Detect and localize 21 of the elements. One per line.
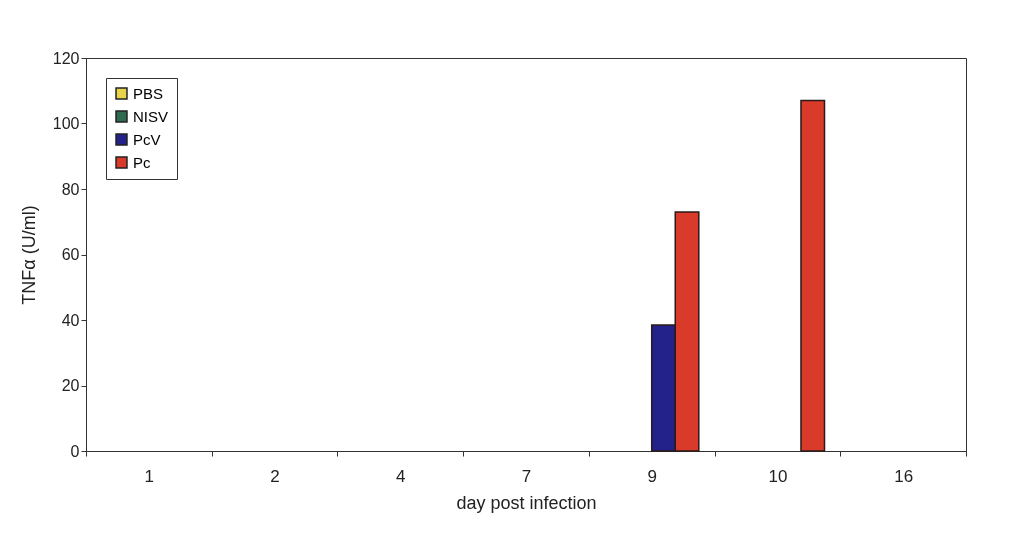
y-tick-label: 100 [52,115,80,132]
y-tick-label: 0 [70,442,80,460]
x-tick-label: 16 [894,466,914,486]
y-tick-label: 120 [52,49,80,67]
x-tick-label: 2 [270,466,280,486]
x-tick-label: 10 [768,466,788,486]
y-tick-label: 80 [61,180,80,198]
y-tick-label: 20 [61,377,80,394]
x-tick-label: 4 [396,466,406,486]
x-tick-label: 1 [144,466,155,486]
bar [800,99,826,452]
legend-label: NISV [133,107,169,125]
legend-label: PcV [133,130,161,148]
y-tick-label: 60 [61,246,80,263]
legend-label: PBS [133,84,164,102]
x-tick-label: 7 [521,466,532,486]
x-tick-label: 9 [647,466,657,486]
y-tick-label: 40 [61,311,80,329]
x-axis-title: day post infection [456,492,597,513]
y-axis-title: TNFα (U/ml) [18,205,39,305]
legend-label: Pc [133,153,151,171]
